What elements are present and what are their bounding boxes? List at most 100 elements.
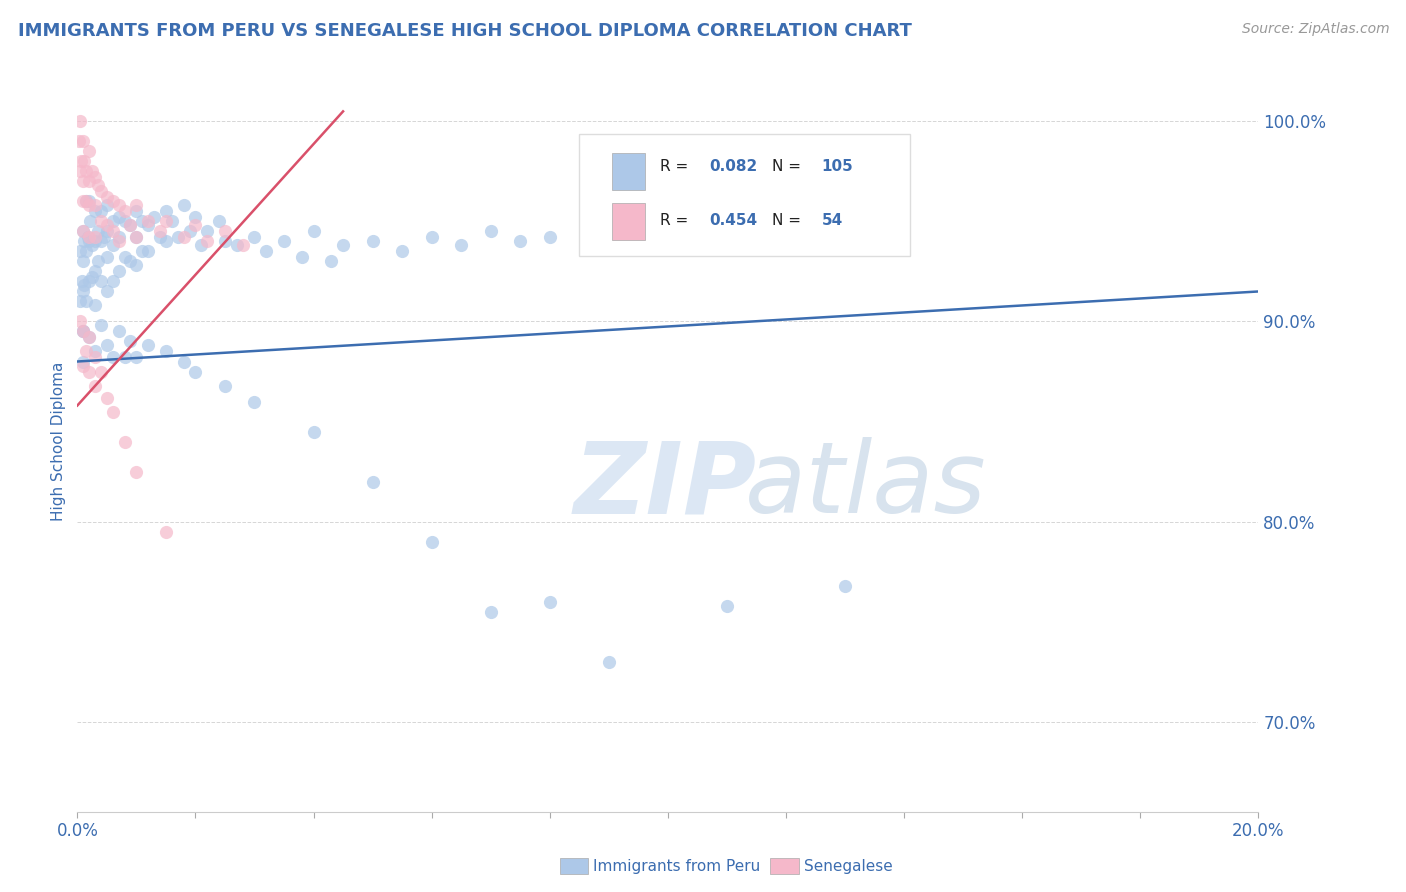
Text: N =: N = (772, 159, 806, 174)
Point (93, 230, 115, 244)
Text: ZIP: ZIP (574, 437, 756, 534)
Point (77, 330, 100, 344)
Point (321, 254, 343, 268)
Point (291, 251, 314, 265)
Point (72, 325, 94, 339)
Point (77, 235, 100, 249)
Point (136, 214, 159, 228)
Point (77, 230, 100, 244)
Point (79, 214, 101, 228)
Point (214, 235, 236, 249)
Point (77, 330, 100, 344)
Point (72, 254, 94, 268)
Point (90, 364, 112, 378)
Point (77, 364, 100, 378)
Point (114, 204, 136, 219)
Point (232, 238, 254, 252)
Point (225, 238, 247, 252)
Point (107, 198, 129, 212)
Point (90, 214, 112, 228)
Point (125, 198, 148, 212)
Point (598, 655, 620, 669)
Point (90, 318, 112, 333)
Point (136, 244, 159, 259)
Point (391, 244, 413, 259)
Point (184, 364, 207, 378)
Point (87, 224, 110, 238)
Point (155, 214, 177, 228)
Point (538, 594, 561, 608)
Point (96, 219, 118, 233)
Point (509, 235, 531, 249)
Point (77, 145, 100, 159)
Point (75, 164, 97, 178)
Point (479, 605, 502, 619)
Point (136, 219, 159, 233)
Point (96, 391, 118, 405)
Point (155, 204, 177, 219)
Text: R =: R = (659, 212, 693, 227)
Point (114, 251, 136, 265)
Point (70, 154, 93, 169)
Point (166, 230, 188, 244)
Point (420, 534, 443, 549)
Point (72, 224, 94, 238)
Point (155, 344, 177, 359)
Point (598, 238, 620, 252)
Point (77, 230, 100, 244)
FancyBboxPatch shape (613, 153, 645, 190)
Point (107, 230, 129, 244)
Point (96, 285, 118, 299)
Point (84, 204, 107, 219)
Point (214, 378, 236, 392)
Point (101, 351, 124, 365)
Point (173, 354, 195, 368)
Point (72, 325, 94, 339)
Point (131, 244, 153, 259)
Text: 0.454: 0.454 (709, 212, 758, 227)
Text: N =: N = (772, 212, 806, 227)
Point (87, 178, 110, 193)
Point (160, 214, 183, 228)
Point (72, 325, 94, 339)
Point (420, 230, 443, 244)
Point (302, 224, 325, 238)
Point (208, 214, 231, 228)
Point (90, 185, 112, 199)
Point (214, 224, 236, 238)
Point (77, 174, 100, 188)
Point (125, 465, 148, 479)
Point (114, 214, 136, 228)
Point (84, 198, 107, 212)
Point (101, 214, 124, 228)
Point (149, 224, 172, 238)
Point (195, 235, 218, 249)
Point (101, 224, 124, 238)
Point (75, 344, 97, 359)
Point (114, 434, 136, 449)
Point (120, 254, 142, 268)
Point (96, 251, 118, 265)
Point (107, 264, 129, 278)
Point (173, 198, 195, 212)
Point (125, 204, 148, 219)
Point (101, 404, 124, 418)
Point (96, 224, 118, 238)
Point (107, 235, 129, 249)
Point (195, 224, 218, 238)
Point (120, 219, 142, 233)
Text: IMMIGRANTS FROM PERU VS SENEGALESE HIGH SCHOOL DIPLOMA CORRELATION CHART: IMMIGRANTS FROM PERU VS SENEGALESE HIGH … (18, 22, 912, 40)
Text: Immigrants from Peru: Immigrants from Peru (593, 859, 761, 873)
Point (69, 114, 91, 128)
Point (72, 174, 94, 188)
Point (184, 219, 207, 233)
Point (84, 230, 107, 244)
Point (125, 351, 148, 365)
Point (96, 338, 118, 352)
Point (302, 425, 325, 439)
Point (155, 524, 177, 539)
Point (190, 238, 212, 252)
Point (70, 275, 93, 289)
Text: 0.082: 0.082 (709, 159, 758, 174)
Point (82, 164, 104, 178)
